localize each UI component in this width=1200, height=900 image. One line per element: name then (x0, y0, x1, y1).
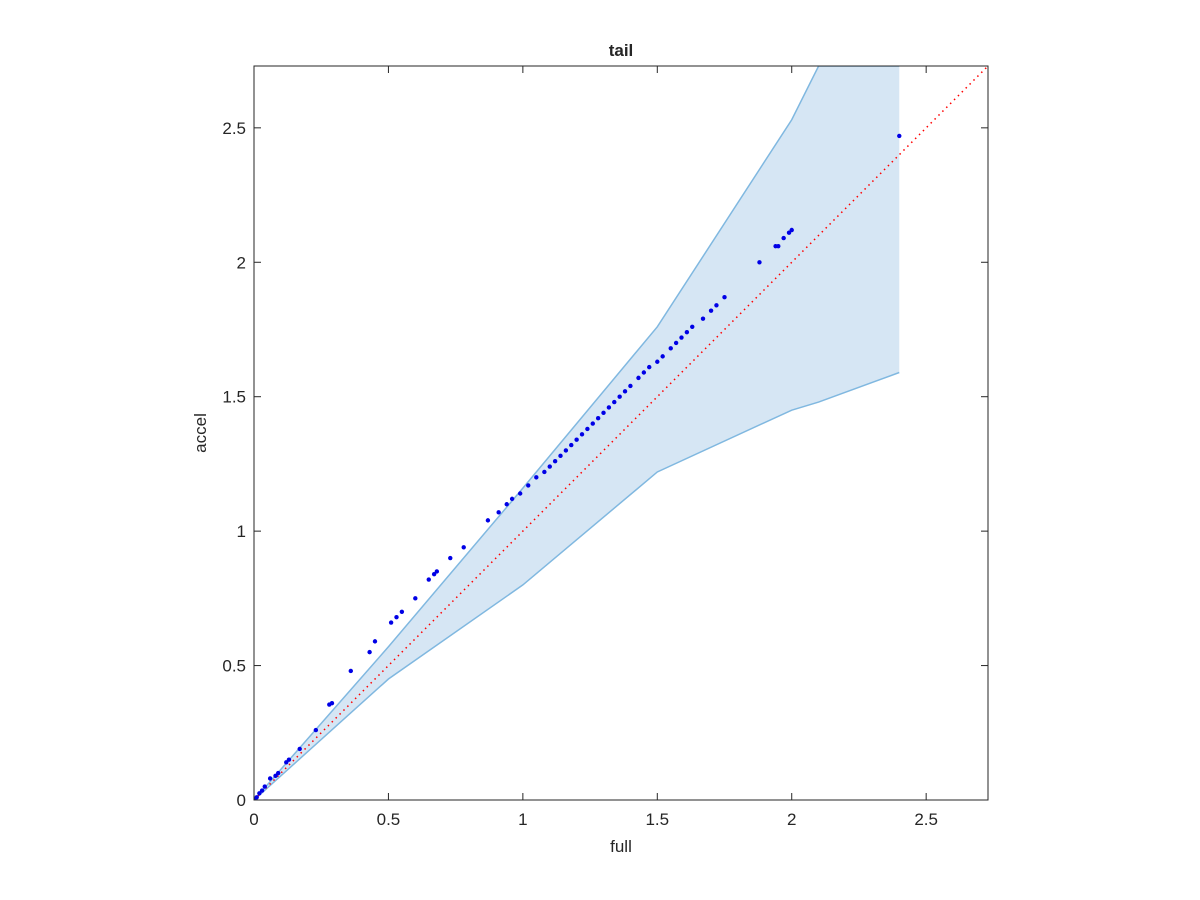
data-point (563, 448, 569, 453)
data-point (504, 502, 509, 507)
data-point (708, 308, 714, 313)
data-point (434, 569, 440, 574)
data-point (496, 510, 501, 515)
data-point (517, 491, 523, 496)
data-point (622, 389, 628, 394)
data-point (668, 346, 673, 351)
band-lower-edge (254, 371, 900, 800)
data-point (372, 639, 378, 644)
data-point (569, 442, 574, 448)
data-point (655, 359, 660, 364)
data-point (690, 324, 695, 329)
data-point (547, 464, 552, 469)
y-tick-label: 0.5 (222, 657, 246, 676)
data-point (647, 364, 652, 370)
data-point (558, 453, 563, 459)
data-point (413, 596, 418, 601)
data-point (606, 405, 612, 410)
data-point (542, 469, 547, 475)
data-point (714, 303, 719, 308)
x-tick-label: 2.5 (914, 810, 938, 829)
data-point (897, 133, 902, 139)
data-point (367, 649, 372, 655)
y-tick-label: 1.5 (222, 388, 246, 407)
data-point (552, 459, 558, 464)
x-tick-label: 0 (249, 810, 258, 829)
data-point (660, 354, 665, 359)
data-point (348, 668, 353, 674)
data-point (313, 727, 319, 733)
data-point (628, 383, 633, 389)
data-point (534, 475, 539, 480)
data-point (574, 437, 579, 442)
y-tick-label: 2.5 (222, 119, 246, 138)
data-point (679, 335, 684, 340)
y-axis-label: accel (191, 413, 210, 453)
chart-title: tail (609, 41, 634, 60)
data-point (275, 770, 281, 776)
data-point (641, 370, 647, 375)
data-point (284, 760, 289, 765)
x-tick-label: 1.5 (645, 810, 669, 829)
band-upper-edge (254, 66, 900, 800)
data-point (262, 784, 267, 789)
data-point (684, 329, 690, 335)
data-point (617, 394, 622, 399)
axes: 0 0.5 1 1.5 2 2.5 0 0.5 1 1.5 2 2.5 (222, 65, 989, 829)
data-point (273, 773, 278, 779)
y-tick-label: 2 (237, 253, 246, 272)
data-point (781, 235, 786, 241)
plot-area (254, 66, 988, 800)
data-point (590, 421, 595, 426)
data-point (257, 791, 262, 796)
data-point (700, 316, 706, 321)
data-point (448, 555, 453, 561)
data-point (485, 518, 491, 523)
data-point (461, 545, 466, 550)
data-point (722, 295, 727, 300)
confidence-band (254, 66, 900, 800)
data-point (579, 432, 585, 437)
data-point (673, 340, 679, 346)
data-point (757, 260, 762, 265)
x-tick-label: 2 (787, 810, 796, 829)
data-point (394, 614, 399, 620)
data-point (399, 609, 405, 614)
data-point (297, 746, 302, 752)
x-axis-label: full (610, 837, 632, 856)
data-point (636, 375, 641, 381)
data-point (612, 399, 617, 405)
data-point (254, 795, 259, 800)
data-point (267, 776, 273, 781)
data-point (595, 416, 601, 421)
data-point (259, 788, 265, 793)
y-tick-label: 1 (237, 522, 246, 541)
data-point (585, 426, 590, 432)
x-tick-label: 1 (518, 810, 527, 829)
data-point (254, 797, 257, 800)
x-tick-label: 0.5 (377, 810, 401, 829)
data-point (431, 571, 437, 577)
data-point (789, 227, 794, 233)
data-point (286, 757, 292, 762)
data-point (509, 496, 515, 502)
data-point (388, 620, 394, 625)
axes-box (253, 65, 989, 801)
data-point (786, 230, 792, 235)
data-point (426, 577, 431, 582)
data-point (601, 410, 606, 416)
data-point (773, 243, 778, 249)
data-point (327, 702, 332, 707)
y-tick-label: 0 (237, 791, 246, 810)
data-point (526, 483, 531, 488)
